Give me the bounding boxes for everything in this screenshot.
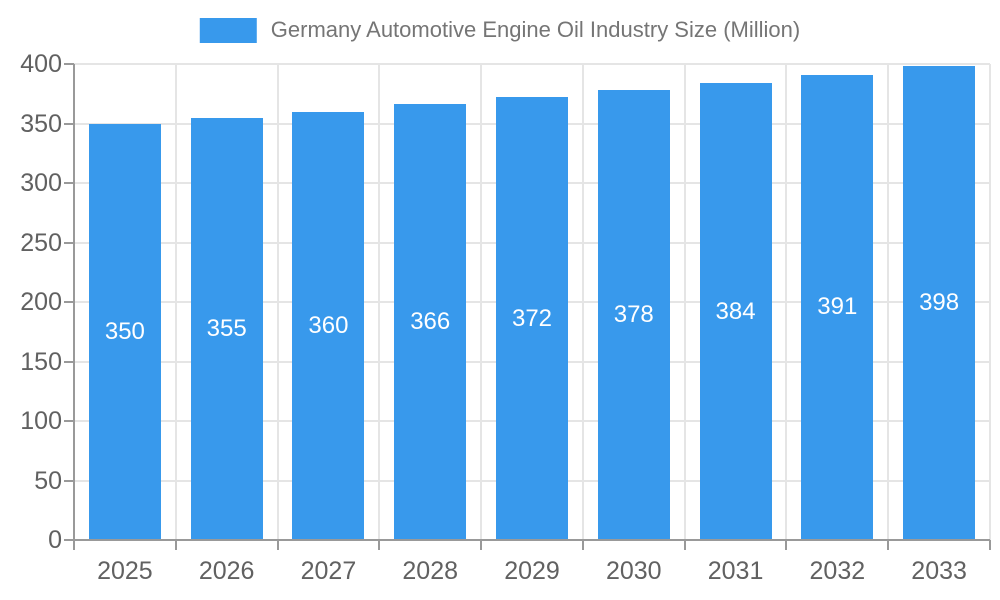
x-tick-label: 2025 [97, 557, 153, 585]
y-tick-label: 100 [20, 407, 62, 435]
x-axis-tick [378, 540, 381, 550]
x-axis-tick [887, 540, 890, 550]
x-axis-tick [683, 540, 686, 550]
x-axis-tick [581, 540, 584, 550]
legend-label: Germany Automotive Engine Oil Industry S… [270, 17, 801, 42]
gridline-vertical [276, 64, 279, 540]
y-tick-label: 200 [20, 288, 62, 316]
y-axis-tick [64, 539, 74, 541]
bar-value-label: 378 [613, 301, 654, 329]
gridline-vertical [989, 64, 991, 540]
y-tick-label: 400 [20, 50, 62, 78]
x-tick-label: 2027 [300, 557, 357, 585]
y-axis-tick [64, 182, 74, 184]
y-tick-label: 50 [34, 466, 62, 495]
chart-legend-item[interactable]: Germany Automotive Engine Oil Industry S… [199, 17, 801, 43]
legend-swatch [199, 17, 257, 43]
x-axis-tick [989, 540, 991, 550]
y-axis-tick [64, 63, 74, 65]
bar-value-label: 398 [919, 289, 960, 317]
gridline-vertical [581, 64, 584, 540]
y-axis-tick [64, 122, 74, 125]
bar-value-label: 391 [817, 293, 858, 321]
gridline-vertical [683, 64, 686, 540]
bar-2029[interactable]: 372 [496, 97, 568, 540]
x-axis-tick [480, 540, 483, 550]
x-tick-label: 2032 [809, 557, 866, 585]
bar-2030[interactable]: 378 [597, 90, 670, 540]
x-tick-label: 2029 [504, 557, 560, 585]
x-axis-tick [276, 540, 279, 550]
x-axis-line [73, 539, 990, 541]
y-tick-label: 150 [20, 347, 62, 376]
x-tick-label: 2026 [198, 557, 255, 585]
gridline-vertical [378, 64, 381, 540]
bar-2032[interactable]: 391 [801, 74, 874, 540]
x-tick-label: 2030 [605, 557, 662, 585]
gridline-vertical [480, 64, 483, 540]
y-tick-label: 300 [20, 169, 62, 197]
y-axis-tick [64, 301, 74, 303]
gridline-vertical [174, 64, 177, 540]
bar-2033[interactable]: 398 [903, 66, 976, 540]
bar-value-label: 384 [715, 297, 756, 325]
bar-value-label: 355 [206, 314, 247, 342]
bar-2028[interactable]: 366 [394, 104, 467, 540]
y-axis-tick [64, 479, 74, 482]
x-tick-label: 2028 [402, 557, 459, 585]
bar-2025[interactable]: 350 [88, 123, 161, 540]
y-axis-tick [64, 241, 74, 244]
bar-2031[interactable]: 384 [699, 83, 772, 540]
bar-value-label: 360 [308, 311, 349, 339]
gridline-horizontal [74, 63, 990, 65]
y-tick-label: 350 [20, 109, 62, 138]
bar-value-label: 350 [104, 317, 145, 345]
x-tick-label: 2033 [911, 557, 967, 585]
bar-value-label: 372 [511, 304, 553, 332]
bar-2026[interactable]: 355 [190, 117, 263, 540]
y-axis-line [73, 64, 75, 550]
gridline-vertical [887, 64, 890, 540]
x-tick-label: 2031 [707, 557, 764, 585]
y-tick-label: 250 [20, 228, 62, 257]
y-tick-label: 0 [48, 526, 62, 554]
y-axis-tick [64, 420, 74, 422]
y-axis-tick [64, 360, 74, 363]
x-axis-tick [174, 540, 177, 550]
gridline-vertical [785, 64, 788, 540]
x-axis-tick [785, 540, 788, 550]
bar-2027[interactable]: 360 [292, 111, 365, 540]
bar-value-label: 366 [410, 308, 451, 336]
